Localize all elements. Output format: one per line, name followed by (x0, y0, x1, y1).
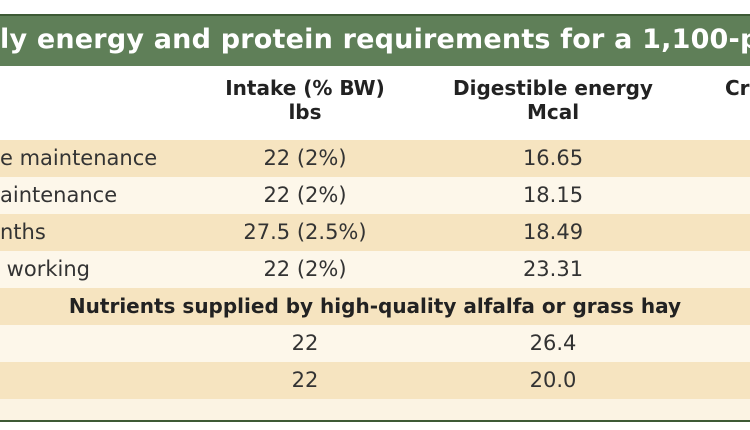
table-row: 22 20.0 (0, 362, 750, 399)
header-intake-line1: Intake (% BW) (225, 76, 385, 100)
header-de-line2: Mcal (526, 100, 580, 124)
row-de: 18.15 (522, 183, 584, 207)
table-row: 22 26.4 (0, 325, 750, 362)
table-title: ly energy and protein requirements for a… (0, 24, 750, 55)
table-header: Intake (% BW) lbs Digestible energy Mcal… (0, 66, 750, 140)
row-label: nths (0, 220, 46, 244)
table-row: e maintenance 22 (2%) 16.65 (0, 140, 750, 177)
section-subheading: Nutrients supplied by high-quality alfal… (68, 294, 682, 318)
header-crude-partial: Cr (725, 76, 750, 100)
row-label: aintenance (0, 183, 118, 207)
table-row: nths 27.5 (2.5%) 18.49 (0, 214, 750, 251)
row-de: 23.31 (522, 257, 584, 281)
row-label: e maintenance (0, 146, 158, 170)
section-subheading-row: Nutrients supplied by high-quality alfal… (0, 288, 750, 325)
table-title-bar: ly energy and protein requirements for a… (0, 16, 750, 66)
row-intake: 22 (2%) (263, 146, 347, 170)
header-de-line1: Digestible energy (453, 76, 653, 100)
header-intake-line2: lbs (288, 100, 322, 124)
row-intake: 22 (2%) (263, 257, 347, 281)
table-row: aintenance 22 (2%) 18.15 (0, 177, 750, 214)
row-de: 16.65 (522, 146, 584, 170)
nutrition-table: ly energy and protein requirements for a… (0, 14, 750, 422)
table-row: working 22 (2%) 23.31 (0, 251, 750, 288)
row-intake: 27.5 (2.5%) (243, 220, 367, 244)
row-intake: 22 (291, 331, 319, 355)
row-de: 26.4 (529, 331, 577, 355)
header-digestible-energy: Digestible energy Mcal (428, 76, 678, 124)
header-intake: Intake (% BW) lbs (205, 76, 405, 124)
row-de: 18.49 (522, 220, 584, 244)
row-label: working (0, 257, 90, 281)
row-de: 20.0 (529, 368, 577, 392)
row-intake: 22 (2%) (263, 183, 347, 207)
row-intake: 22 (291, 368, 319, 392)
